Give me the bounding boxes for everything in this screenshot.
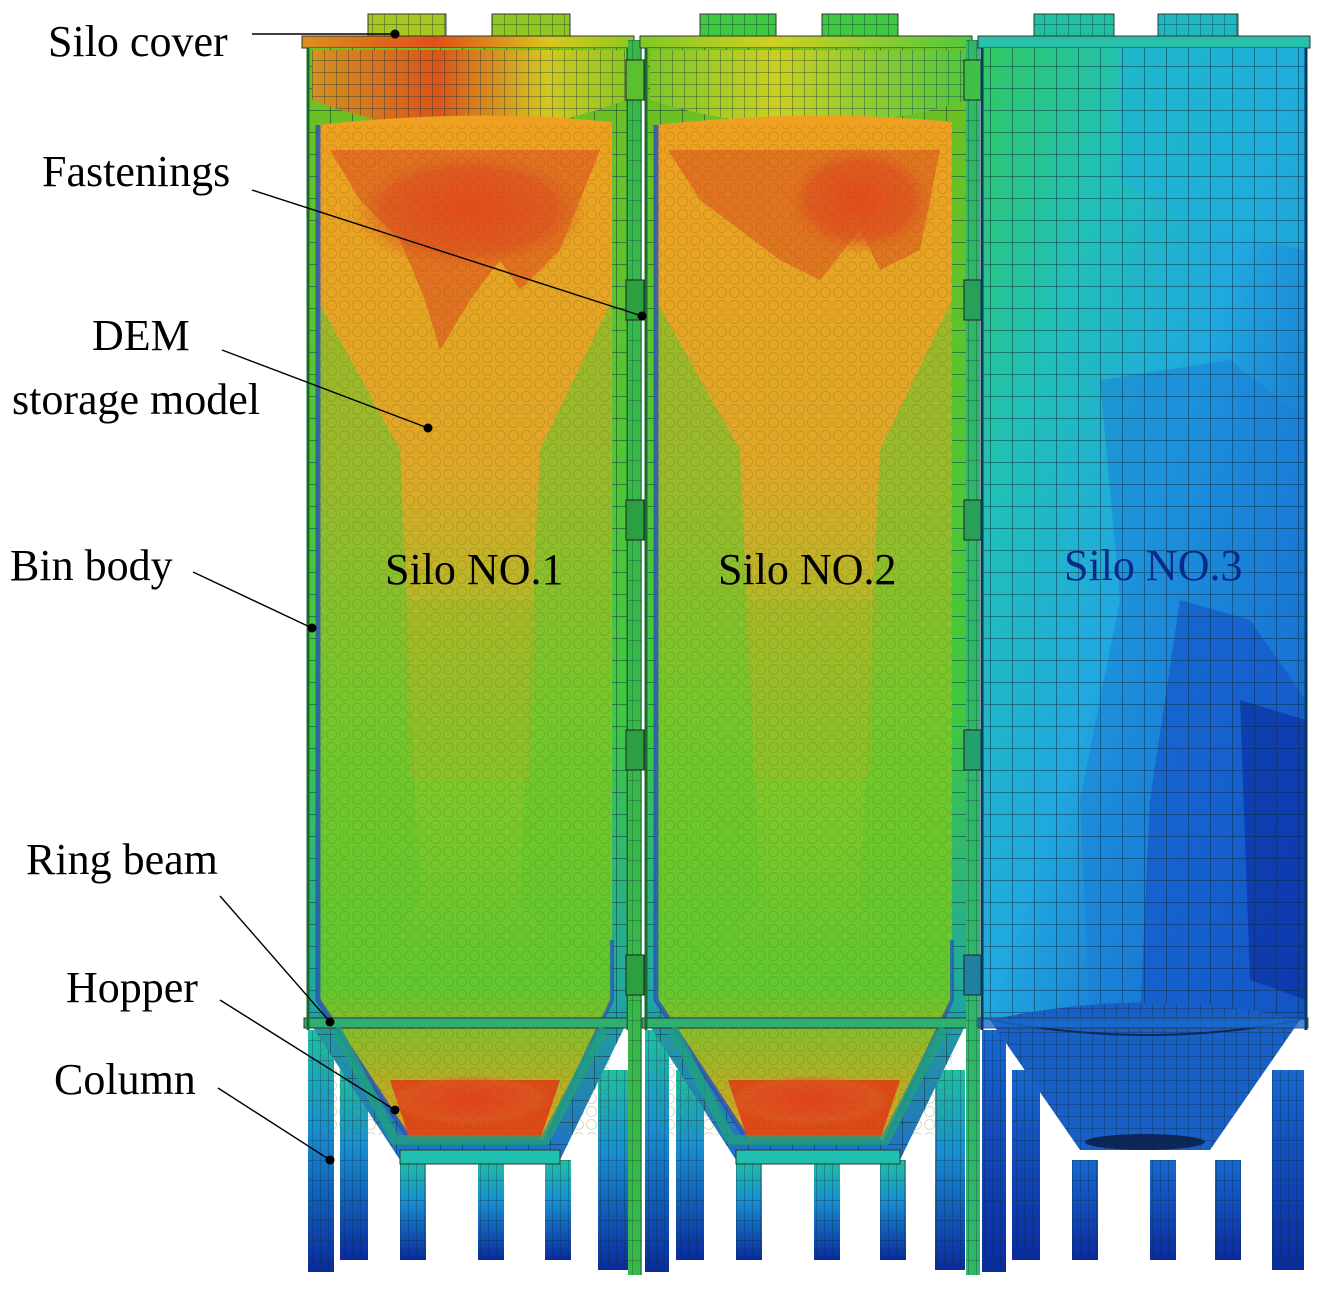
label-dem-line2: storage model <box>12 375 261 424</box>
label-hopper: Hopper <box>66 963 198 1012</box>
fastening-strip-2 <box>963 40 983 1275</box>
silo-2-title: Silo NO.2 <box>718 545 897 594</box>
label-ring-beam: Ring beam <box>26 835 218 884</box>
silo-2 <box>639 13 973 1165</box>
silo-3-title: Silo NO.3 <box>1064 541 1243 590</box>
label-bin-body: Bin body <box>10 541 173 590</box>
fastening-strip-1 <box>625 40 645 1275</box>
silo-3 <box>977 13 1311 1150</box>
silo-1-title: Silo NO.1 <box>385 545 564 594</box>
label-fastenings: Fastenings <box>42 147 231 196</box>
silo-1 <box>301 13 635 1165</box>
label-dem-line1: DEM <box>92 311 190 360</box>
leader-dots <box>307 29 647 1165</box>
label-column: Column <box>54 1055 196 1104</box>
leader-lines <box>192 33 643 1161</box>
label-silo-cover: Silo cover <box>48 17 228 66</box>
